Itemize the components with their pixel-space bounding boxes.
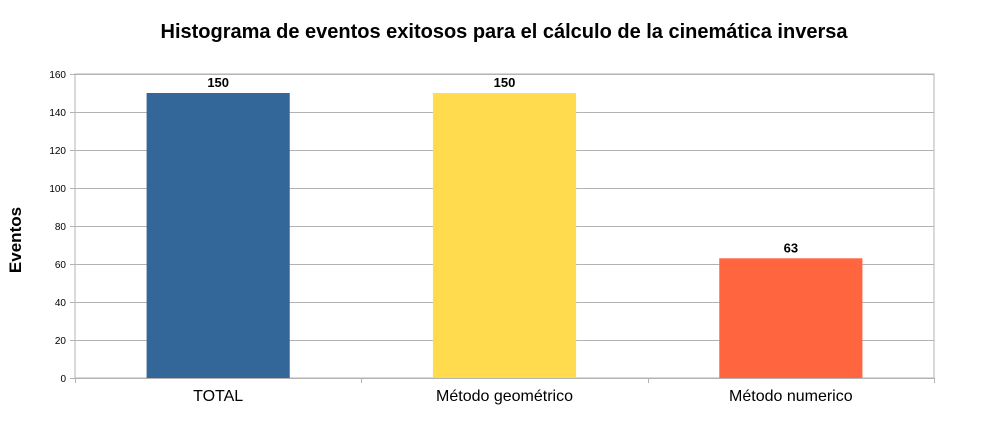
plot-area: 0 20 40 60 80 100 120 140 160 150 TOTAL 150 Método g…	[49, 70, 935, 405]
data-label: 150	[207, 75, 229, 90]
chart-title: Histograma de eventos exitosos para el c…	[161, 21, 849, 43]
y-axis-label: Eventos	[6, 207, 25, 273]
bar	[146, 93, 290, 378]
x-tick-label: TOTAL	[193, 388, 243, 405]
bar	[432, 93, 577, 378]
y-tick-label: 80	[55, 222, 67, 233]
y-tick-label: 20	[55, 336, 67, 347]
y-tick-label: 100	[49, 184, 66, 195]
y-tick-label: 60	[55, 260, 67, 271]
y-tick-label: 140	[49, 108, 66, 119]
bar	[719, 258, 863, 378]
y-tick-label: 40	[55, 298, 67, 309]
data-label: 150	[494, 75, 516, 90]
data-label: 63	[784, 240, 798, 255]
x-tick-label: Método geométrico	[436, 388, 573, 405]
y-tick-label: 120	[49, 146, 66, 157]
x-tick-label: Método numerico	[729, 388, 853, 405]
y-tick-label: 160	[49, 70, 66, 81]
y-tick-label: 0	[60, 374, 66, 385]
